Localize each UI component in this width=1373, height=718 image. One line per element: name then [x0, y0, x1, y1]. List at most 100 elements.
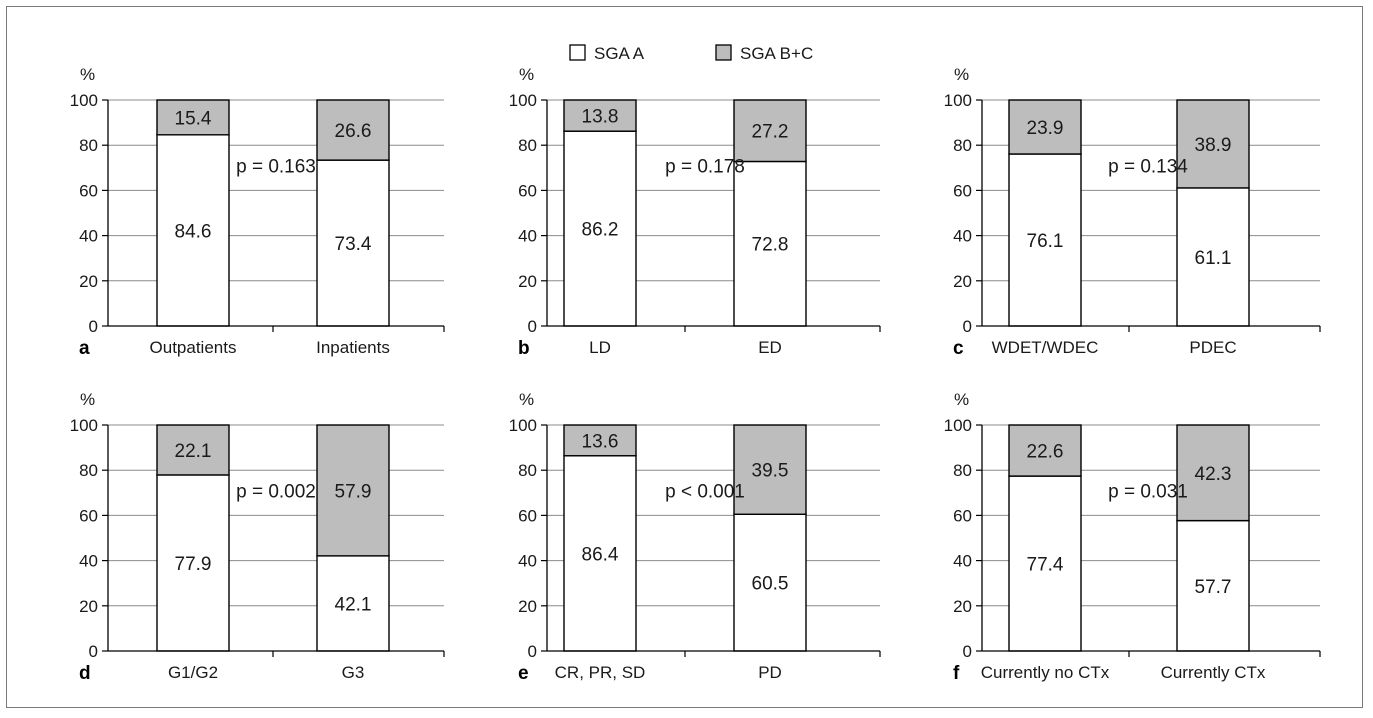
panel-letter: d: [79, 663, 91, 684]
y-unit-label: %: [954, 390, 969, 409]
y-tick-label: 60: [953, 181, 972, 200]
data-label-sga-b-c-currently-no-ctx: 22.6: [1027, 442, 1064, 463]
category-label-cr-pr-sd: CR, PR, SD: [555, 663, 646, 682]
bar-segment-sga-a-inpatients: [316, 159, 390, 327]
legend: SGA A SGA B+C: [569, 44, 813, 63]
legend-swatch-sga-a: [569, 44, 586, 61]
panel-letter: b: [518, 338, 530, 359]
y-tick-label: 80: [79, 461, 98, 480]
bar-segment-sga-b-c-ed: [733, 99, 807, 163]
data-label-sga-a-wdet-wdec: 76.1: [1027, 231, 1064, 252]
data-label-sga-a-cr-pr-sd: 86.4: [582, 544, 619, 565]
legend-label-sga-b-c: SGA B+C: [740, 44, 813, 63]
panel-letter: c: [953, 338, 964, 359]
bar-segment-sga-a-pd: [733, 513, 807, 652]
y-tick-label: 40: [518, 227, 537, 246]
panel-letter: a: [79, 338, 90, 359]
chart-panels: 0 20 40 60 80 100% 84.6 15.4 Outpatients 73.4 26.6…: [70, 65, 1321, 684]
y-tick-label: 0: [963, 642, 972, 661]
y-tick-label: 60: [79, 506, 98, 525]
data-label-sga-b-c-pdec: 38.9: [1195, 135, 1232, 156]
data-label-sga-a-g1-g2: 77.9: [175, 554, 212, 575]
bar-segment-sga-b-c-outpatients: [156, 99, 230, 136]
y-unit-label: %: [519, 390, 534, 409]
y-tick-label: 60: [518, 506, 537, 525]
bar-segment-sga-b-c-cr-pr-sd: [563, 424, 637, 457]
data-label-sga-b-c-wdet-wdec: 23.9: [1027, 118, 1064, 139]
bar-segment-sga-b-c-wdet-wdec: [1008, 99, 1082, 155]
y-unit-label: %: [519, 65, 534, 84]
data-label-sga-a-currently-ctx: 57.7: [1195, 577, 1232, 598]
y-tick-label: 20: [953, 272, 972, 291]
data-label-sga-a-inpatients: 73.4: [335, 234, 372, 255]
y-tick-label: 20: [953, 597, 972, 616]
legend-label-sga-a: SGA A: [594, 44, 645, 63]
category-label-g3: G3: [342, 663, 365, 682]
p-value-annotation: p = 0.134: [1108, 156, 1188, 177]
y-tick-label: 60: [953, 506, 972, 525]
chart-panel-e: 0 20 40 60 80 100% 86.4 13.6 CR, PR, SD 60.5 39.5 P…: [509, 390, 881, 684]
panel-letter: e: [518, 663, 529, 684]
category-label-currently-ctx: Currently CTx: [1161, 663, 1266, 682]
y-tick-label: 40: [79, 552, 98, 571]
data-label-sga-b-c-ed: 27.2: [752, 122, 789, 143]
data-label-sga-a-currently-no-ctx: 77.4: [1027, 555, 1064, 576]
y-tick-label: 40: [953, 227, 972, 246]
y-tick-label: 0: [89, 317, 98, 336]
chart-panel-d: 0 20 40 60 80 100% 77.9 22.1 G1/G2 42.1 57.9 G3 p = …: [70, 390, 445, 684]
bar-segment-sga-a-wdet-wdec: [1008, 153, 1082, 327]
y-tick-label: 20: [79, 272, 98, 291]
bar-segment-sga-b-c-currently-no-ctx: [1008, 424, 1082, 477]
data-label-sga-a-pd: 60.5: [752, 574, 789, 595]
category-label-ed: ED: [758, 338, 782, 357]
y-tick-label: 20: [518, 597, 537, 616]
y-tick-label: 100: [944, 416, 972, 435]
data-label-sga-a-pdec: 61.1: [1195, 248, 1232, 269]
y-unit-label: %: [954, 65, 969, 84]
bar-segment-sga-b-c-inpatients: [316, 99, 390, 161]
panel-letter: f: [953, 663, 960, 684]
bar-segment-sga-a-ed: [733, 160, 807, 327]
y-tick-label: 60: [518, 181, 537, 200]
y-tick-label: 40: [518, 552, 537, 571]
y-tick-label: 100: [944, 91, 972, 110]
y-unit-label: %: [80, 390, 95, 409]
category-label-g1-g2: G1/G2: [168, 663, 218, 682]
category-label-wdet-wdec: WDET/WDEC: [992, 338, 1099, 357]
y-tick-label: 60: [79, 181, 98, 200]
p-value-annotation: p = 0.002: [236, 481, 316, 502]
y-unit-label: %: [80, 65, 95, 84]
y-tick-label: 20: [79, 597, 98, 616]
figure-frame: [6, 6, 1363, 708]
y-tick-label: 80: [518, 461, 537, 480]
p-value-annotation: p = 0.178: [665, 156, 745, 177]
data-label-sga-a-g3: 42.1: [335, 594, 372, 615]
y-tick-label: 0: [89, 642, 98, 661]
data-label-sga-b-c-g3: 57.9: [335, 481, 372, 502]
y-tick-label: 80: [953, 461, 972, 480]
y-tick-label: 40: [953, 552, 972, 571]
legend-swatch-sga-b-c: [715, 44, 732, 61]
bar-segment-sga-b-c-g1-g2: [156, 424, 230, 476]
chart-panel-b: 0 20 40 60 80 100% 86.2 13.8 LD 72.8 27.2 ED p = 0.1…: [509, 65, 881, 359]
y-tick-label: 0: [963, 317, 972, 336]
y-tick-label: 0: [528, 317, 537, 336]
data-label-sga-b-c-pd: 39.5: [752, 461, 789, 482]
y-tick-label: 80: [518, 136, 537, 155]
category-label-pd: PD: [758, 663, 782, 682]
y-tick-label: 0: [528, 642, 537, 661]
y-tick-label: 20: [518, 272, 537, 291]
data-label-sga-b-c-inpatients: 26.6: [335, 121, 372, 142]
data-label-sga-a-ld: 86.2: [582, 220, 619, 241]
p-value-annotation: p = 0.163: [236, 156, 316, 177]
bar-segment-sga-a-pdec: [1176, 187, 1250, 327]
y-tick-label: 100: [70, 416, 98, 435]
bar-segment-sga-a-outpatients: [156, 134, 230, 327]
data-label-sga-b-c-ld: 13.8: [582, 107, 619, 128]
data-label-sga-b-c-outpatients: 15.4: [175, 108, 212, 129]
data-label-sga-a-outpatients: 84.6: [175, 221, 212, 242]
y-tick-label: 100: [509, 91, 537, 110]
bar-segment-sga-b-c-pd: [733, 424, 807, 515]
data-label-sga-a-ed: 72.8: [752, 235, 789, 256]
